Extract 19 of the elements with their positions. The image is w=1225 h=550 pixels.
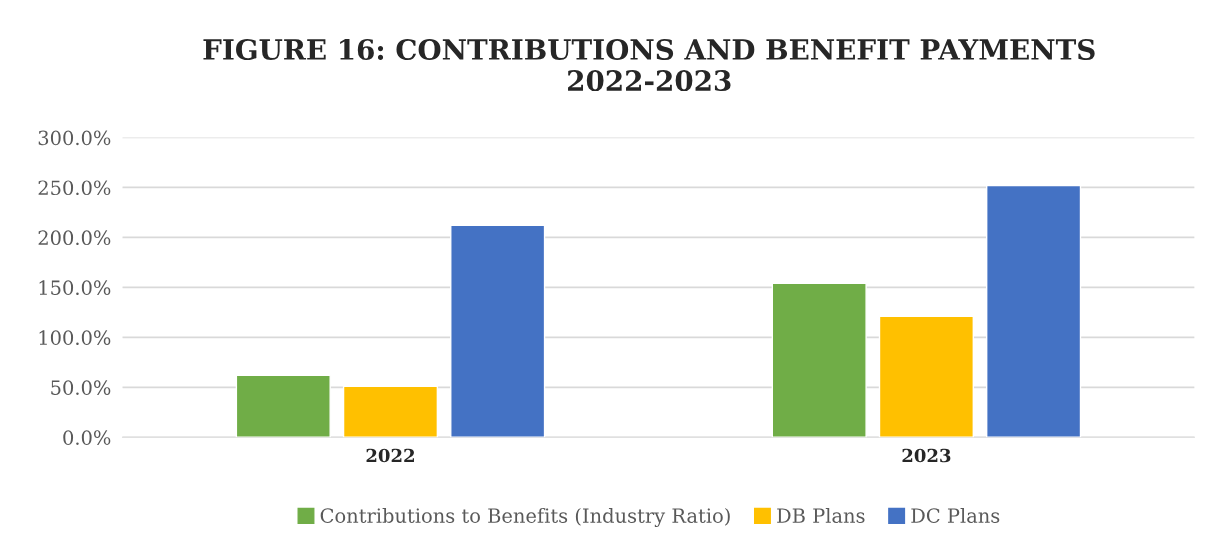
y-tick-label: 100.0% (39, 330, 111, 345)
y-tick-label: 200.0% (38, 230, 111, 246)
bar (986, 184, 1082, 438)
bar (878, 315, 974, 438)
legend-label: DB Plans (777, 507, 865, 523)
bar (450, 224, 546, 438)
y-tick-label: 0.0% (63, 430, 111, 445)
y-tick-label: 150.0% (39, 280, 111, 296)
legend-label: DC Plans (911, 507, 1000, 523)
x-tick-label: 2023 (902, 448, 951, 463)
x-tick-label: 2022 (366, 448, 414, 463)
y-tick-label: 300.0% (38, 130, 111, 146)
y-tick-label: 250.0% (38, 180, 111, 196)
bar (235, 374, 331, 438)
legend-label: Contributions to Benefits (Industry Ratio) (320, 507, 730, 527)
bar (771, 282, 867, 438)
bar (342, 385, 439, 438)
chart-title: FIGURE 16: CONTRIBUTIONS AND BENEFIT PAYMENTS 2022-2023 (203, 38, 1095, 92)
y-tick-label: 50.0% (51, 380, 111, 395)
